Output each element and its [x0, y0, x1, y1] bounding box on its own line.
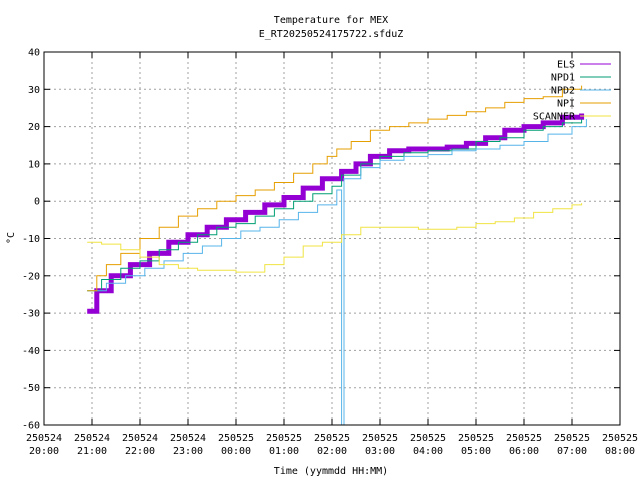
x-tick-time-label: 05:00: [461, 446, 491, 457]
x-tick-time-label: 04:00: [413, 446, 443, 457]
y-tick-label: 20: [28, 122, 40, 133]
x-axis: 250524 20:00 250524 21:00 250524 22:00 250524 2…: [26, 52, 638, 457]
x-tick-time-label: 23:00: [173, 446, 203, 457]
x-tick-date-label: 250525: [602, 433, 638, 444]
x-tick-time-label: 20:00: [29, 446, 59, 457]
chart-subtitle: E_RT20250524175722.sfduZ: [259, 29, 404, 40]
y-axis-label: °C: [6, 232, 17, 244]
legend-label-els: ELS: [557, 60, 575, 71]
legend-label-npd1: NPD1: [551, 73, 575, 84]
x-tick-time-label: 06:00: [509, 446, 539, 457]
series-line-npi: [87, 85, 583, 292]
x-tick-time-label: 02:00: [317, 446, 347, 457]
y-tick-label: -30: [22, 309, 40, 320]
x-tick-date-label: 250525: [266, 433, 302, 444]
x-tick-date-label: 250525: [554, 433, 590, 444]
x-tick-time-label: 21:00: [77, 446, 107, 457]
x-tick-time-label: 08:00: [605, 446, 635, 457]
series-group: [87, 85, 587, 426]
chart-title: Temperature for MEX: [274, 15, 388, 26]
series-line-npd1: [87, 119, 583, 292]
y-tick-label: -10: [22, 234, 40, 245]
legend-label-scanner: SCANNER: [533, 112, 576, 123]
x-tick-time-label: 00:00: [221, 446, 251, 457]
x-tick-time-label: 03:00: [365, 446, 395, 457]
y-tick-label: -20: [22, 271, 40, 282]
x-axis-label: Time (yymmdd HH:MM): [274, 466, 388, 477]
series-line-npd2: [87, 119, 587, 426]
x-tick-time-label: 22:00: [125, 446, 155, 457]
legend-label-npd2: NPD2: [551, 86, 575, 97]
y-tick-label: -60: [22, 421, 40, 432]
x-tick-time-label: 01:00: [269, 446, 299, 457]
x-tick-date-label: 250524: [74, 433, 110, 444]
legend: ELS NPD1 NPD2 NPI SCANNER: [533, 60, 611, 123]
x-tick-date-label: 250525: [506, 433, 542, 444]
y-axis: -60 -50 -40 -30 -20 -10 0 10 20 30 40: [22, 48, 620, 432]
y-tick-label: 30: [28, 85, 40, 96]
x-tick-date-label: 250524: [26, 433, 62, 444]
series-line-scanner: [87, 203, 583, 273]
x-tick-date-label: 250524: [170, 433, 206, 444]
y-tick-label: 40: [28, 48, 40, 59]
legend-label-npi: NPI: [557, 99, 575, 110]
x-tick-date-label: 250524: [122, 433, 158, 444]
x-tick-time-label: 07:00: [557, 446, 587, 457]
grid: [44, 52, 620, 425]
y-tick-label: 10: [28, 159, 40, 170]
x-tick-date-label: 250525: [314, 433, 350, 444]
y-tick-label: -40: [22, 346, 40, 357]
x-tick-date-label: 250525: [410, 433, 446, 444]
x-tick-date-label: 250525: [218, 433, 254, 444]
y-tick-label: 0: [34, 197, 40, 208]
x-tick-date-label: 250525: [458, 433, 494, 444]
y-tick-label: -50: [22, 383, 40, 394]
x-tick-date-label: 250525: [362, 433, 398, 444]
series-line-els: [87, 113, 585, 314]
